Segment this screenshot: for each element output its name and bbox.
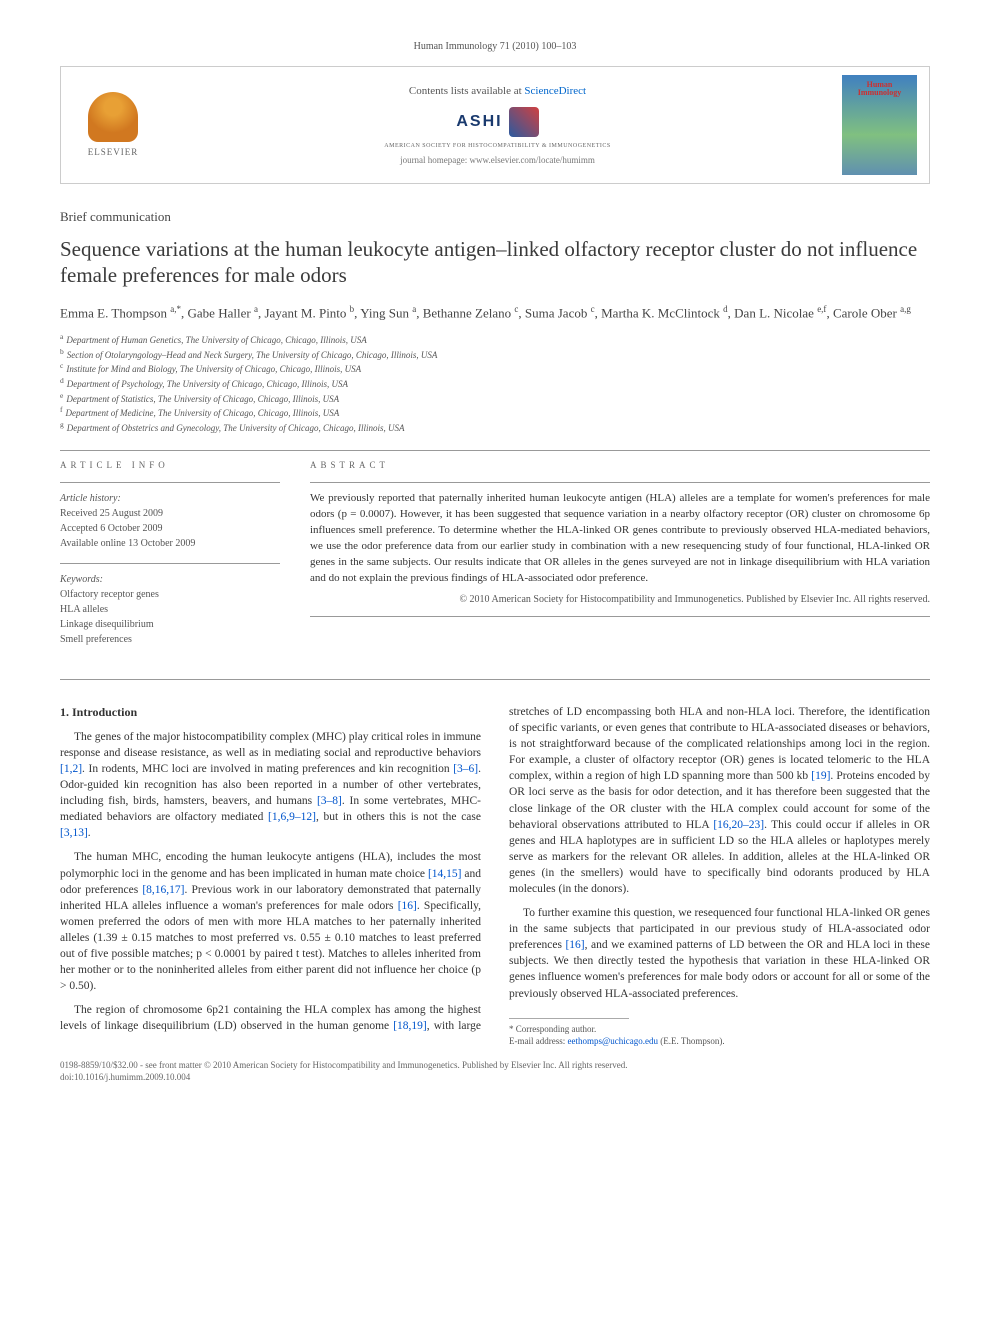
running-head: Human Immunology 71 (2010) 100–103 xyxy=(60,40,930,54)
affil-a: aDepartment of Human Genetics, The Unive… xyxy=(60,332,930,347)
keywords-block: Keywords: Olfactory receptor genes HLA a… xyxy=(60,572,280,647)
affil-e: eDepartment of Statistics, The Universit… xyxy=(60,391,930,406)
rule xyxy=(310,616,930,617)
affiliations: aDepartment of Human Genetics, The Unive… xyxy=(60,332,930,434)
keyword: HLA alleles xyxy=(60,602,280,617)
paragraph: The human MHC, encoding the human leukoc… xyxy=(60,849,481,994)
society-fullname: AMERICAN SOCIETY FOR HISTOCOMPATIBILITY … xyxy=(153,143,842,150)
ashi-wordmark: ASHI xyxy=(456,111,502,133)
article-title: Sequence variations at the human leukocy… xyxy=(60,236,930,289)
contents-prefix: Contents lists available at xyxy=(409,85,524,97)
citation-ref[interactable]: [3–6] xyxy=(453,763,478,775)
keyword: Linkage disequilibrium xyxy=(60,617,280,632)
history-label: Article history: xyxy=(60,491,280,506)
footnote-rule xyxy=(509,1018,629,1019)
article-body: 1. Introduction The genes of the major h… xyxy=(60,704,930,1048)
article-history: Article history: Received 25 August 2009… xyxy=(60,491,280,551)
corr-suffix: (E.E. Thompson). xyxy=(658,1036,725,1046)
rule xyxy=(60,450,930,451)
online-date: Available online 13 October 2009 xyxy=(60,536,280,551)
paragraph: To further examine this question, we res… xyxy=(509,905,930,1002)
rule xyxy=(60,679,930,680)
citation-ref[interactable]: [16] xyxy=(398,900,417,912)
citation-ref[interactable]: [16,20–23] xyxy=(713,819,764,831)
sciencedirect-link[interactable]: ScienceDirect xyxy=(524,85,586,97)
affil-b: bSection of Otolaryngology–Head and Neck… xyxy=(60,347,930,362)
publisher-name: ELSEVIER xyxy=(88,146,139,159)
affil-g: gDepartment of Obstetrics and Gynecology… xyxy=(60,420,930,435)
citation-ref[interactable]: [1,6,9–12] xyxy=(268,811,316,823)
accepted-date: Accepted 6 October 2009 xyxy=(60,521,280,536)
cover-title-2: Immunology xyxy=(858,89,902,97)
corr-email-link[interactable]: eethomps@uchicago.edu xyxy=(567,1036,658,1046)
section-heading-intro: 1. Introduction xyxy=(60,704,481,721)
info-abstract-row: ARTICLE INFO Article history: Received 2… xyxy=(60,459,930,659)
keyword: Olfactory receptor genes xyxy=(60,587,280,602)
publisher-logo: ELSEVIER xyxy=(73,80,153,170)
affil-c: cInstitute for Mind and Biology, The Uni… xyxy=(60,361,930,376)
paragraph: The genes of the major histocompatibilit… xyxy=(60,729,481,842)
affil-d: dDepartment of Psychology, The Universit… xyxy=(60,376,930,391)
rule xyxy=(310,482,930,483)
keywords-label: Keywords: xyxy=(60,572,280,587)
received-date: Received 25 August 2009 xyxy=(60,506,280,521)
journal-cover-thumb: Human Immunology xyxy=(842,75,917,175)
journal-homepage: journal homepage: www.elsevier.com/locat… xyxy=(153,154,842,167)
citation-ref[interactable]: [8,16,17] xyxy=(142,884,184,896)
society-logo: ASHI xyxy=(456,107,538,137)
citation-ref[interactable]: [1,2] xyxy=(60,763,82,775)
article-type: Brief communication xyxy=(60,208,930,226)
email-label: E-mail address: xyxy=(509,1036,567,1046)
journal-banner: ELSEVIER Contents lists available at Sci… xyxy=(60,66,930,184)
article-info: ARTICLE INFO Article history: Received 2… xyxy=(60,459,280,659)
abstract-copyright: © 2010 American Society for Histocompati… xyxy=(310,593,930,608)
info-label: ARTICLE INFO xyxy=(60,459,280,472)
banner-center: Contents lists available at ScienceDirec… xyxy=(153,84,842,167)
citation-ref[interactable]: [16] xyxy=(565,939,584,951)
rule xyxy=(60,482,280,483)
affil-f: fDepartment of Medicine, The University … xyxy=(60,405,930,420)
abstract-text: We previously reported that paternally i… xyxy=(310,491,930,587)
citation-ref[interactable]: [3–8] xyxy=(317,795,342,807)
keyword: Smell preferences xyxy=(60,632,280,647)
footer-copyright: 0198-8859/10/$32.00 - see front matter ©… xyxy=(60,1060,930,1072)
citation-ref[interactable]: [19] xyxy=(811,770,830,782)
citation-ref[interactable]: [18,19] xyxy=(393,1020,427,1032)
corresponding-author: * Corresponding author. E-mail address: … xyxy=(509,1023,930,1048)
citation-ref[interactable]: [14,15] xyxy=(428,868,462,880)
footer-doi: doi:10.1016/j.humimm.2009.10.004 xyxy=(60,1072,930,1084)
abstract-label: ABSTRACT xyxy=(310,459,930,472)
corr-label: * Corresponding author. xyxy=(509,1023,930,1036)
contents-available: Contents lists available at ScienceDirec… xyxy=(153,84,842,99)
citation-ref[interactable]: [3,13] xyxy=(60,827,88,839)
ashi-graphic-icon xyxy=(509,107,539,137)
author-list: Emma E. Thompson a,*, Gabe Haller a, Jay… xyxy=(60,303,930,323)
elsevier-tree-icon xyxy=(88,92,138,142)
abstract: ABSTRACT We previously reported that pat… xyxy=(310,459,930,659)
rule xyxy=(60,563,280,564)
page-footer: 0198-8859/10/$32.00 - see front matter ©… xyxy=(60,1060,930,1083)
